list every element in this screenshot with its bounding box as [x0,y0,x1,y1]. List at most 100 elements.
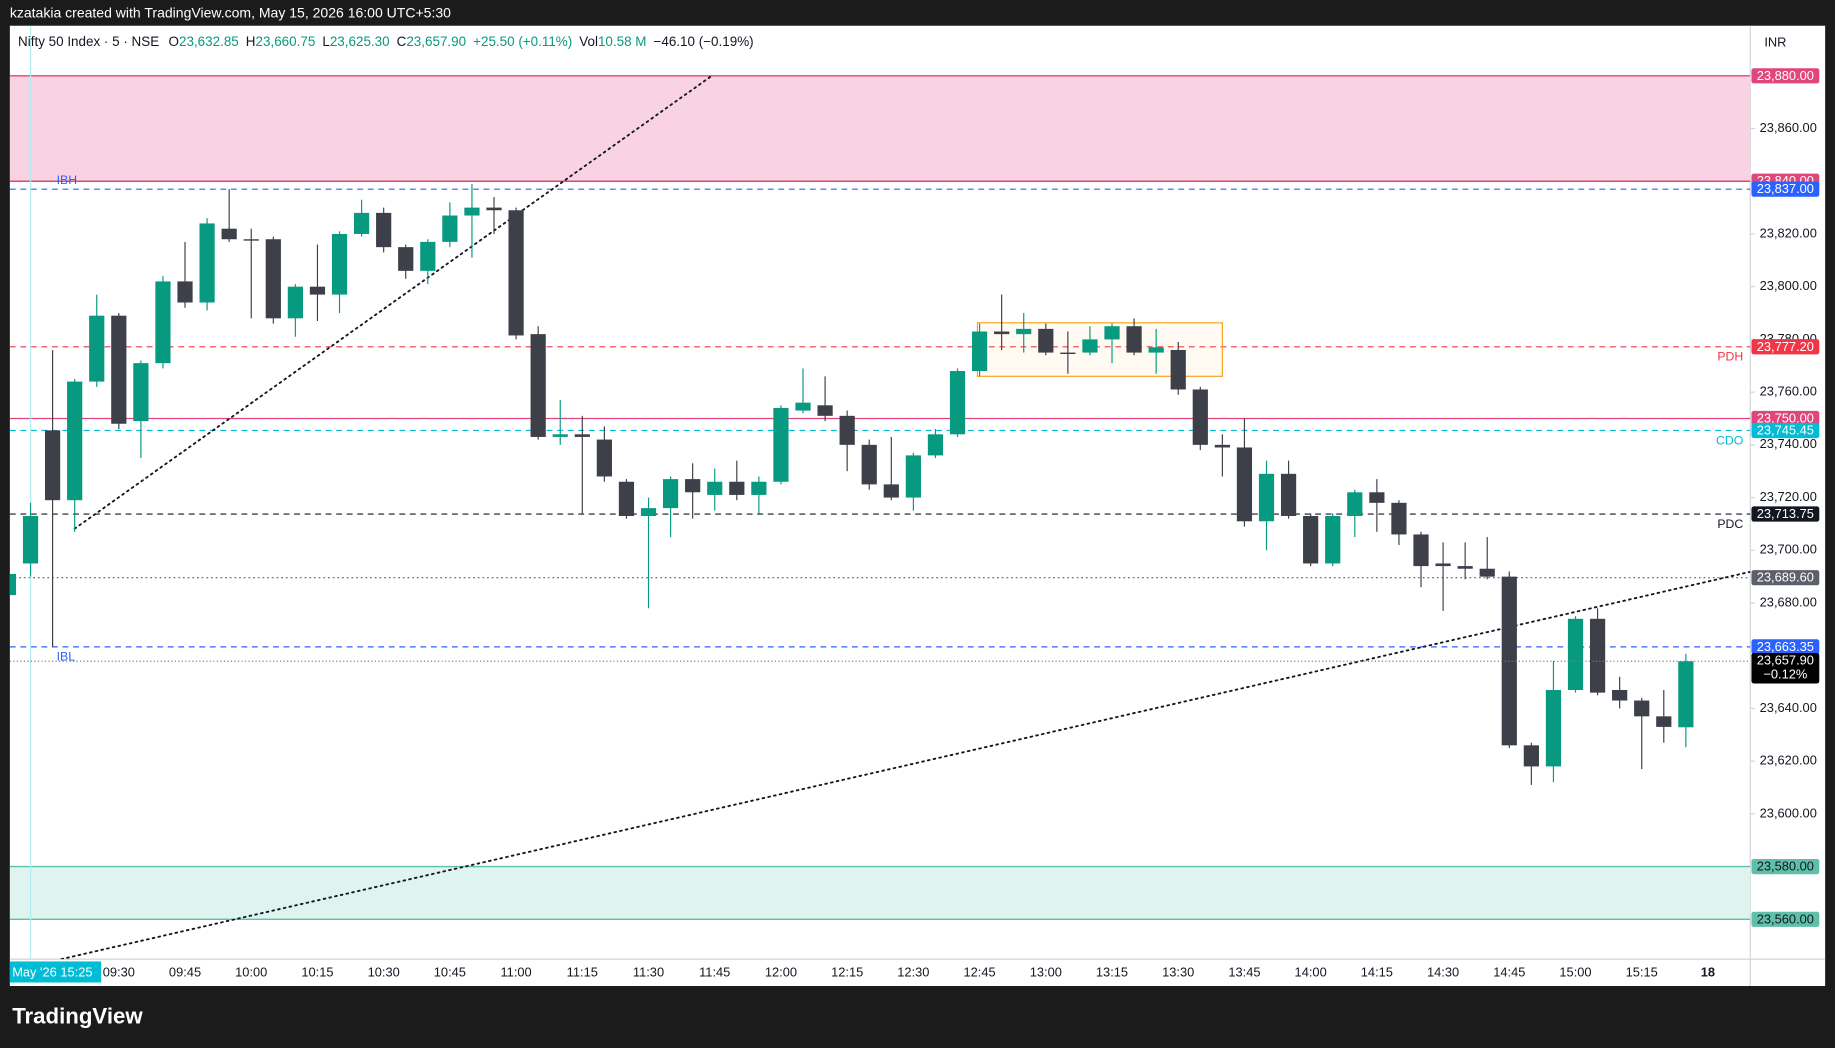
candle-body [420,241,436,271]
candle-body [1457,566,1473,569]
brand: TradingView [12,1003,143,1028]
x-tick-label: 13:30 [1162,965,1194,980]
price-badge [1751,911,1820,927]
candle-body [927,434,944,456]
candle-body [1126,326,1142,353]
level-name: IBL [57,650,76,664]
candle-body [464,207,480,216]
x-tick-label: 12:00 [765,965,797,980]
candle-body [839,415,855,445]
y-tick-label: 23,600.00 [1760,805,1817,820]
x-tick-label: 10:00 [235,965,267,980]
candle-body [1082,339,1098,353]
candle-body [376,212,392,248]
candle-body [1567,618,1584,690]
price-badge-label: 23,560.00 [1757,911,1814,926]
candle-body [685,479,701,493]
candle-body [177,281,193,303]
candle-body [486,207,502,211]
candle-body [287,286,303,319]
x-tick-label: 11:15 [567,965,598,980]
currency: INR [1764,35,1786,50]
candle-body [1435,563,1451,567]
x-tick-label: 14:45 [1493,965,1525,980]
candle-body [1170,349,1186,390]
candle-body [905,455,921,498]
candle-body [640,508,657,517]
price-badge [1751,422,1820,439]
level-name: IBH [57,173,77,187]
zone [9,866,1751,920]
price-badge [1751,570,1820,586]
plot-area [9,25,1751,960]
price-badge [1751,639,1820,655]
price-badge-label: 23,713.75 [1757,506,1814,521]
legend-key: L [322,34,330,49]
candle-body [1060,352,1076,354]
candle-body [596,439,612,477]
x-tick-label: 10:15 [301,965,333,980]
y-tick-label: 23,740.00 [1760,436,1817,451]
x-tick-label: 11:30 [633,965,664,980]
candle-body [1634,700,1650,717]
x-tick-label: 14:00 [1295,965,1327,980]
candle-body [221,228,237,240]
x-tick-label: 12:30 [897,965,929,980]
candle-body [971,331,988,372]
candle-body [861,444,877,485]
y-tick-label: 23,640.00 [1760,700,1817,715]
x-tick-label: 14:30 [1427,965,1459,980]
zone [9,75,1751,182]
legend-value: 23,625.30 [330,34,390,49]
x-tick-label: 13:15 [1096,965,1128,980]
candle-body [309,286,326,295]
y-tick-label: 23,800.00 [1760,278,1817,293]
candle-body [265,239,281,319]
candle-body [1391,502,1407,535]
price-badge-label: 23,580.00 [1757,859,1814,874]
level-name: CDO [1716,433,1743,447]
candle-body [817,405,833,416]
candle-body [1016,328,1032,335]
y-tick-label: 23,680.00 [1760,594,1817,609]
x-tick-label: 13:45 [1228,965,1260,980]
legend-volume: 10.58 M [598,34,647,49]
candle-body [1148,347,1164,353]
trendline [60,570,1751,960]
candle-body [442,215,458,242]
watermark: kzatakia created with TradingView.com, M… [10,5,451,21]
x-tick-label: 13:00 [1030,965,1062,980]
x-tick-label: 15:15 [1626,965,1658,980]
x-tick-label: May '26 15:25 [12,965,92,980]
y-tick-label: 23,720.00 [1760,489,1817,504]
x-tick-label: 09:30 [103,965,135,980]
price-badge-label: 23,745.45 [1757,422,1814,437]
level-name: PDH [1717,350,1743,364]
price-badge-label: 23,750.00 [1757,410,1814,425]
x-tick-label: 10:30 [368,965,400,980]
price-badge-label: 23,689.60 [1757,570,1814,585]
legend-change: +25.50 (+0.11%) [473,34,572,49]
candle-body [331,233,348,295]
legend-value: 23,660.75 [256,34,316,49]
legend: Nifty 50 Index · 5 · NSE O23,632.85 H23,66… [18,34,754,49]
candle-body [618,481,635,517]
overlay: 23,600.0023,620.0023,640.0023,660.0023,6… [9,68,1820,983]
candle-body [1104,326,1120,340]
candle-body [44,430,61,501]
candle-body [1280,473,1297,517]
price-badge-label: 23,663.35 [1757,639,1814,654]
candle-body [1303,516,1319,564]
candle-body [398,247,414,271]
candle-body [552,434,568,437]
candle-body [1413,534,1429,567]
candle-body [1678,661,1694,728]
candle-body [662,479,679,509]
candle-body [22,516,39,564]
candle-body [111,315,127,424]
candle-body [883,484,899,498]
legend-key: H [246,34,256,49]
candle-body [994,331,1010,335]
price-badge [1751,410,1820,427]
